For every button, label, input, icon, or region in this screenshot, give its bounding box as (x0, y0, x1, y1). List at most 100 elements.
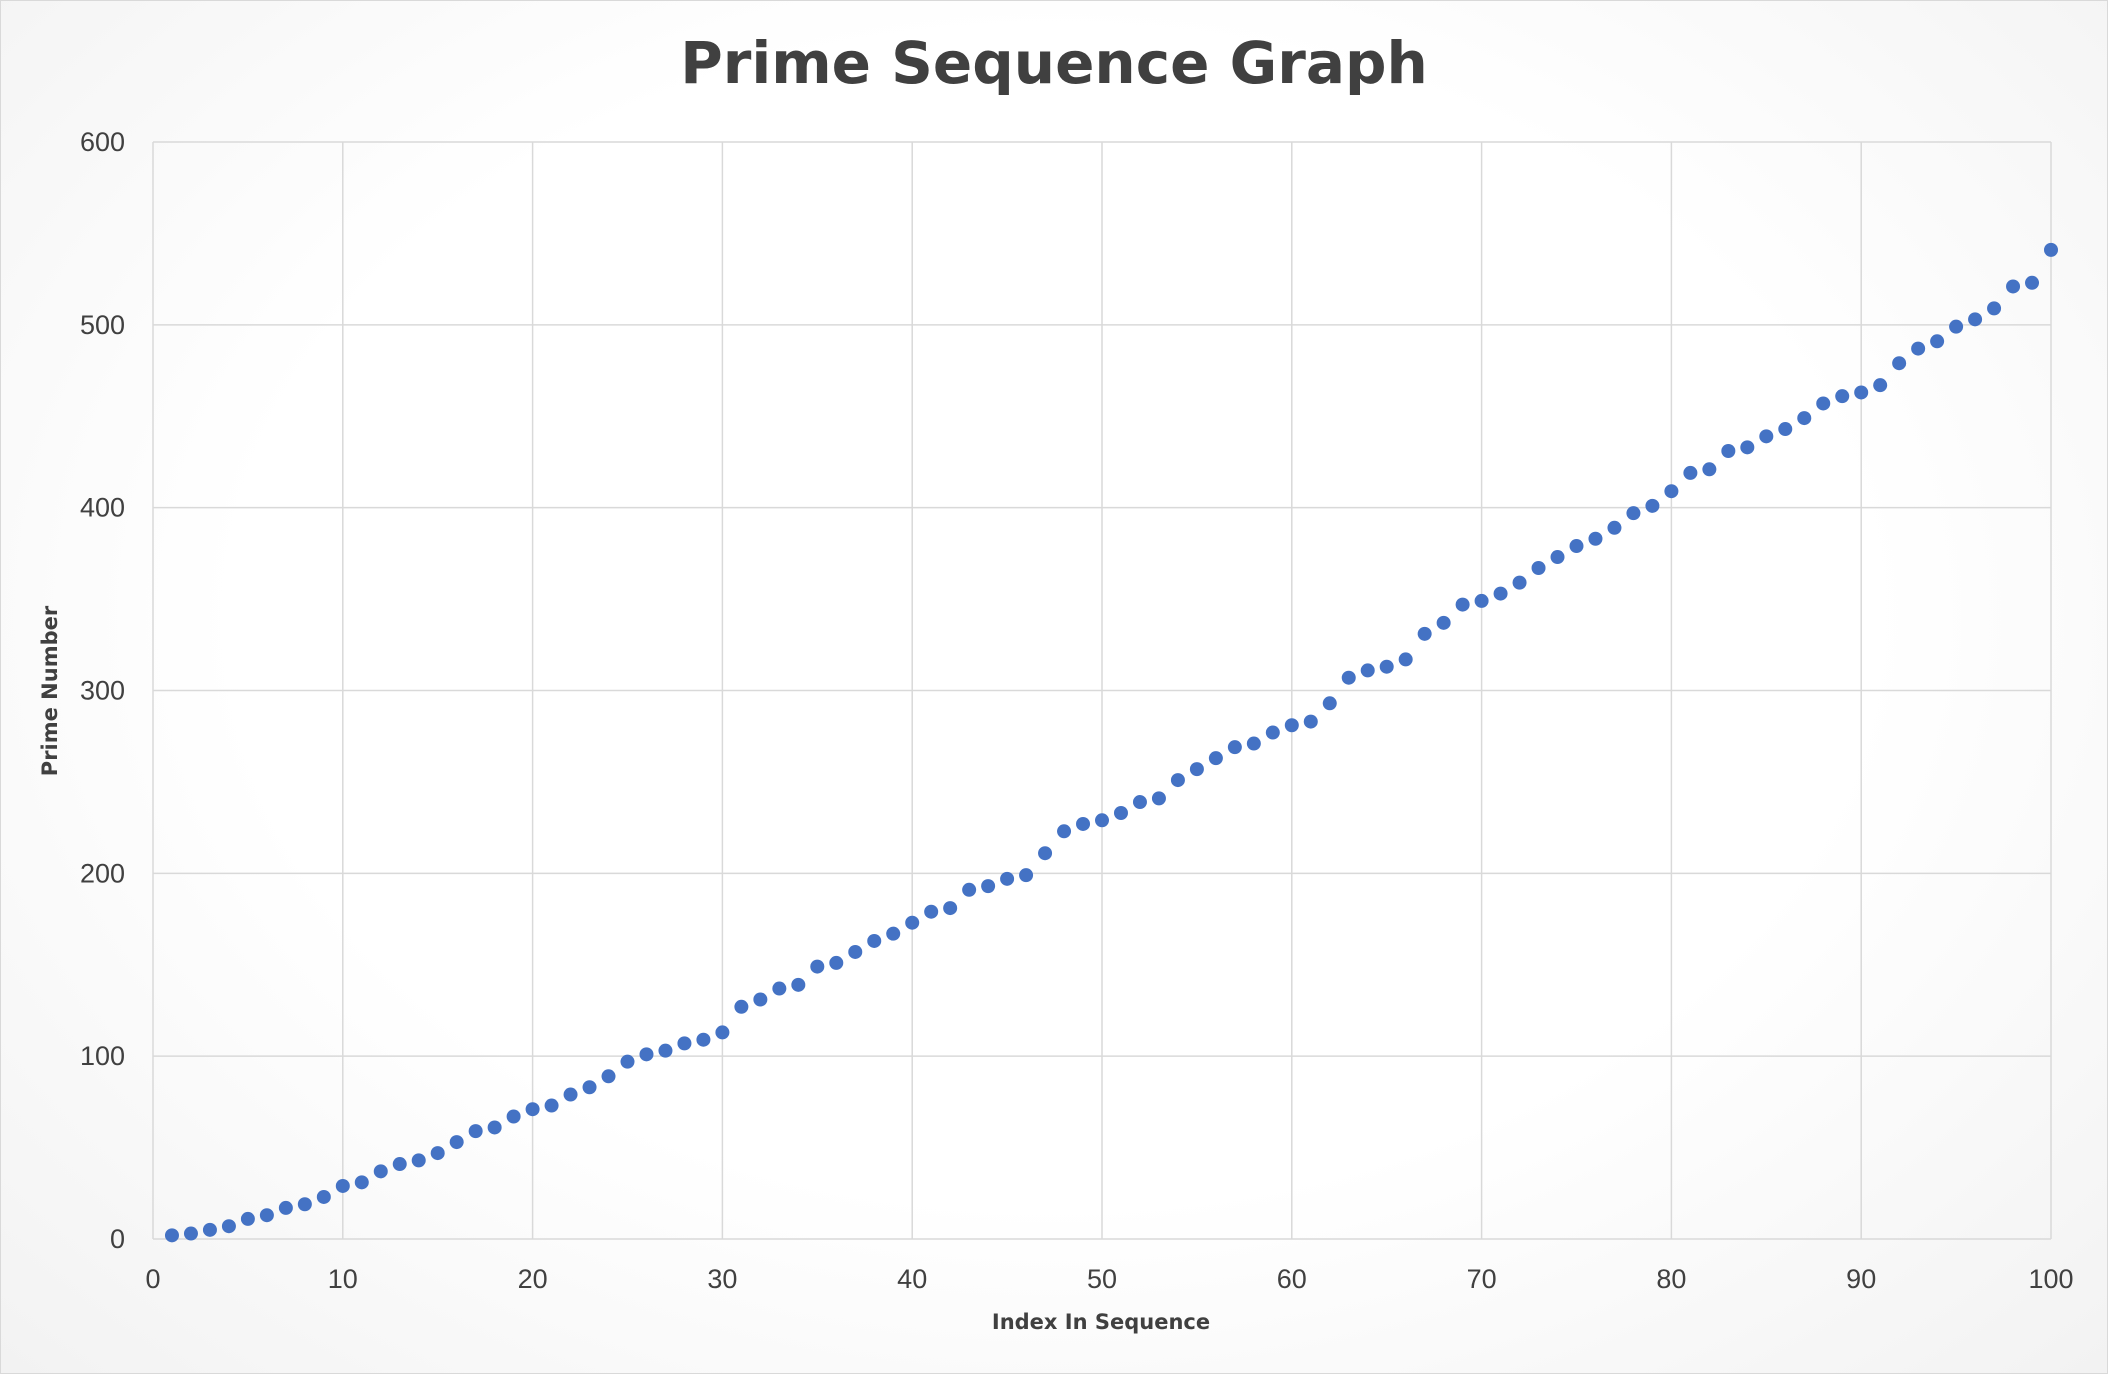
grid (152, 141, 2052, 1240)
data-point (1607, 520, 1622, 535)
data-point (1569, 539, 1584, 554)
data-point (563, 1087, 578, 1102)
x-tick-label: 50 (1087, 1264, 1117, 1294)
data-point (1322, 696, 1337, 711)
data-point (1208, 751, 1223, 766)
data-point (1911, 341, 1926, 356)
data-point (1000, 871, 1015, 886)
data-point (1835, 389, 1850, 404)
data-point (240, 1211, 255, 1226)
data-point (1626, 506, 1641, 521)
data-point (1702, 462, 1717, 477)
data-point (1683, 465, 1698, 480)
data-point (924, 904, 939, 919)
data-point (1474, 593, 1489, 608)
data-point (468, 1124, 483, 1139)
data-point (886, 926, 901, 941)
data-point (1550, 550, 1565, 565)
data-point (1417, 626, 1432, 641)
data-point (848, 944, 863, 959)
y-axis-title: Prime Number (38, 605, 62, 776)
y-tick-label: 500 (80, 310, 125, 340)
data-point (297, 1197, 312, 1212)
y-tick-label: 600 (80, 127, 125, 157)
data-point (1721, 443, 1736, 458)
data-point (164, 1228, 179, 1243)
y-tick-label: 0 (110, 1224, 125, 1254)
data-point (1095, 813, 1109, 828)
data-point (1493, 586, 1508, 601)
data-point (734, 999, 749, 1014)
data-point (1170, 773, 1185, 788)
y-tick-label: 300 (80, 676, 125, 706)
x-tick-label: 70 (1467, 1264, 1497, 1294)
data-point (905, 915, 920, 930)
data-point (696, 1032, 711, 1047)
y-tick-label: 200 (80, 858, 125, 888)
data-point (810, 959, 825, 974)
data-point (1588, 531, 1603, 546)
data-point (430, 1146, 445, 1161)
data-point (1740, 440, 1755, 455)
data-point (601, 1069, 616, 1084)
data-point (1303, 714, 1318, 729)
data-point (1816, 396, 1831, 411)
data-point (981, 879, 996, 894)
data-point (1930, 334, 1945, 349)
y-axis-ticks: 0 100 200 300 400 500 600 (80, 127, 125, 1254)
data-point (525, 1102, 540, 1117)
data-point (677, 1036, 692, 1051)
data-point (1892, 356, 1907, 371)
data-point (1664, 484, 1679, 499)
data-point (1189, 762, 1204, 777)
x-tick-label: 20 (518, 1264, 548, 1294)
data-point (1949, 319, 1964, 334)
data-point (658, 1043, 673, 1058)
data-point (1645, 498, 1660, 513)
data-point (259, 1208, 274, 1223)
data-point (1284, 718, 1299, 733)
data-point (2025, 275, 2040, 290)
data-point (354, 1175, 369, 1190)
data-point (183, 1226, 198, 1241)
data-point (582, 1080, 597, 1095)
data-point (1132, 795, 1147, 810)
data-point (1076, 816, 1091, 831)
x-tick-label: 10 (328, 1264, 358, 1294)
x-tick-label: 80 (1656, 1264, 1686, 1294)
data-point (1531, 561, 1546, 576)
data-point (1341, 670, 1356, 685)
data-point (1038, 846, 1053, 861)
data-point (791, 977, 806, 992)
data-point (316, 1189, 331, 1204)
data-point (867, 933, 882, 948)
data-point (1436, 615, 1451, 630)
data-point (373, 1164, 388, 1179)
data-point (335, 1178, 350, 1193)
data-point (1398, 652, 1413, 667)
y-tick-label: 100 (80, 1041, 125, 1071)
x-tick-label: 30 (707, 1264, 737, 1294)
data-point (639, 1047, 654, 1062)
x-tick-label: 100 (2028, 1264, 2073, 1294)
data-point (715, 1025, 730, 1040)
x-tick-label: 0 (145, 1264, 160, 1294)
data-point (1151, 791, 1166, 806)
data-point (1246, 736, 1261, 751)
data-point (1968, 312, 1983, 327)
x-tick-label: 60 (1277, 1264, 1307, 1294)
data-point (772, 981, 787, 996)
data-point (1797, 411, 1812, 426)
data-point (506, 1109, 521, 1124)
data-point (1873, 378, 1888, 393)
data-point (1854, 385, 1869, 400)
y-tick-label: 400 (80, 493, 125, 523)
x-axis-title: Index In Sequence (992, 1310, 1210, 1334)
data-point (487, 1120, 502, 1135)
data-point (1455, 597, 1470, 612)
data-point (1019, 868, 1034, 883)
data-point (943, 901, 958, 916)
x-tick-label: 40 (897, 1264, 927, 1294)
